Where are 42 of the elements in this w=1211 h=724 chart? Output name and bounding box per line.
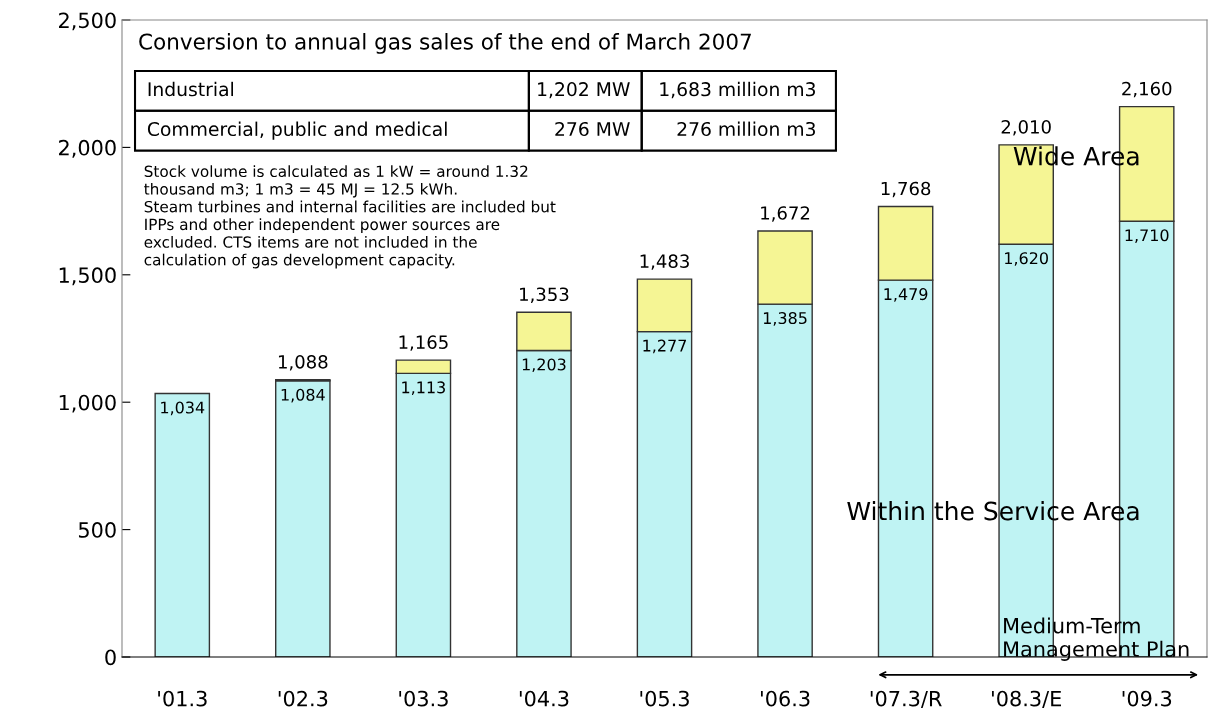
y-tick-label: 1,000 (59, 394, 116, 413)
data-label: 1,084 (281, 388, 325, 403)
total-label: 2,010 (1001, 120, 1051, 136)
x-tick-label: '07.3/R (870, 690, 942, 709)
data-label: 1,203 (522, 358, 566, 373)
x-tick-label: '02.3 (278, 690, 328, 707)
x-tick-label: '05.3 (640, 690, 689, 707)
y-tick-label: 2,500 (59, 12, 116, 31)
total-label: 2,160 (1122, 81, 1172, 98)
data-label: 1,385 (763, 312, 807, 326)
data-label: 1,710 (1125, 229, 1169, 243)
total-label: 1,353 (520, 287, 569, 303)
annotation: 1,202 MW (538, 82, 630, 99)
x-tick-label: '08.3/E (992, 690, 1061, 709)
total-label: 1,165 (399, 335, 448, 351)
annotation: 276 million m3 (677, 121, 816, 137)
x-tick-label: '01.3 (158, 690, 207, 707)
data-label: 1,034 (161, 401, 205, 416)
x-tick-label: '06.3 (761, 690, 810, 707)
x-tick-label: '04.3 (519, 690, 569, 707)
bar (275, 380, 331, 657)
y-tick-label: 1,500 (59, 267, 116, 286)
x-tick-label: '03.3 (399, 690, 448, 707)
annotation: 1,683 million m3 (660, 81, 816, 99)
data-label: 1,277 (643, 339, 686, 354)
y-tick-label: 500 (78, 522, 116, 538)
data-label: 1,113 (402, 381, 445, 396)
annotation: 276 MW (555, 121, 630, 137)
annotation: Industrial (148, 81, 234, 97)
y-tick-label: 2,000 (59, 139, 116, 158)
total-label: 1,672 (761, 206, 810, 222)
y-tick-label: 0 (105, 649, 116, 666)
annotation: Conversion to annual gas sales of the end of March 2007 (139, 33, 751, 54)
total-label: 1,088 (278, 354, 328, 371)
bar (154, 392, 211, 657)
total-label: 1,483 (640, 254, 689, 270)
data-label: 1,479 (884, 288, 928, 302)
annotation: Commercial, public and medical (147, 121, 447, 140)
x-tick-label: '09.3 (1122, 690, 1172, 707)
annotation: Stock volume is calculated as 1 kW = around 1.32 thousand m3; 1 m3 = 45 MJ = 12.5 kWh. Steam turbines and internal facilities are included but IPPs and other independent power sources are excluded. CTS items are not included in the calculation of gas development capacity. (144, 165, 556, 269)
data-label: 1,620 (1005, 252, 1048, 266)
total-label: 1,768 (881, 181, 931, 198)
